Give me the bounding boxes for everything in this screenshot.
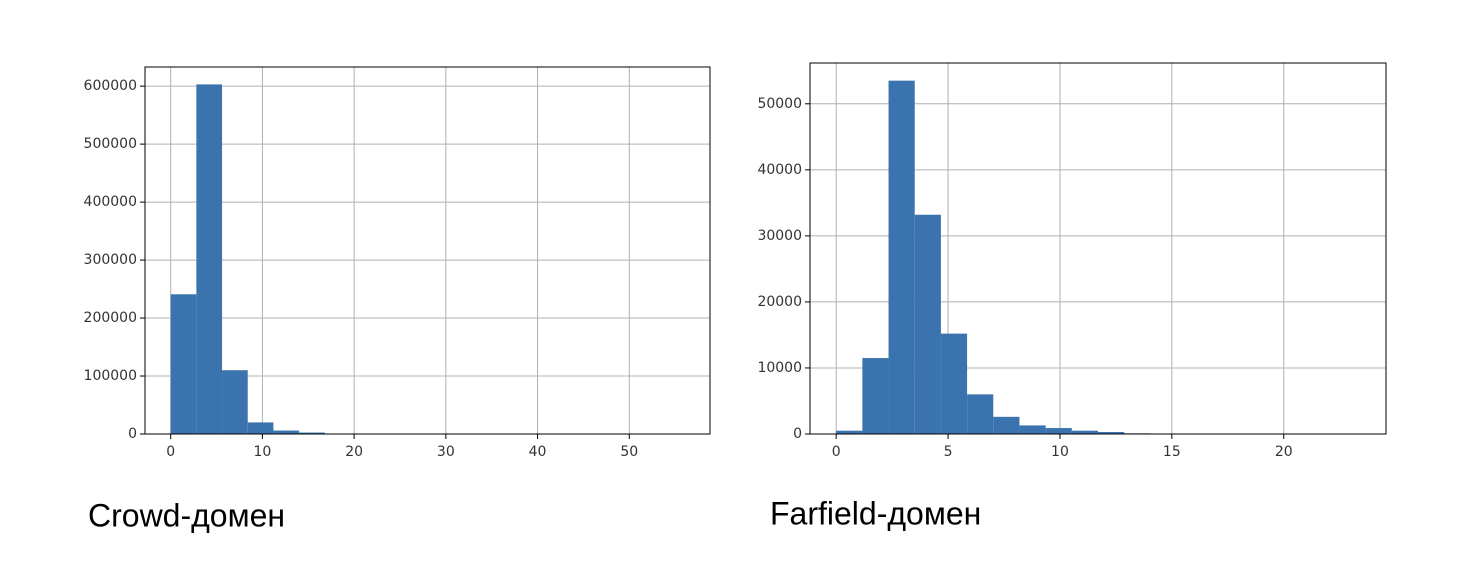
y-tick-label: 0 [793, 426, 802, 442]
x-tick-label: 30 [437, 444, 455, 460]
bar [247, 422, 274, 434]
y-tick-label: 40000 [757, 162, 802, 178]
y-tick-label: 400000 [84, 194, 137, 210]
bar [862, 358, 889, 434]
bar [1019, 425, 1046, 434]
x-tick-label: 50 [620, 444, 638, 460]
x-tick-label: 20 [1275, 444, 1293, 460]
y-tick-label: 300000 [84, 252, 137, 268]
bar [299, 432, 325, 434]
x-tick-label: 0 [832, 444, 841, 460]
y-tick-label: 20000 [757, 294, 802, 310]
x-tick-label: 10 [1051, 444, 1069, 460]
y-tick-label: 500000 [84, 136, 137, 152]
y-tick-label: 10000 [757, 360, 802, 376]
bar [940, 333, 968, 434]
x-tick-label: 5 [944, 444, 953, 460]
bar [222, 370, 248, 434]
caption: Farfield-домен [770, 495, 981, 531]
bar [993, 416, 1020, 434]
bar [836, 430, 863, 434]
plot-frame [144, 66, 711, 435]
x-tick-label: 10 [253, 444, 271, 460]
bar [1098, 432, 1125, 434]
x-tick-label: 20 [345, 444, 363, 460]
bar [170, 294, 197, 434]
x-tick-label: 15 [1163, 444, 1181, 460]
y-tick-label: 200000 [84, 310, 137, 326]
x-tick-label: 0 [166, 444, 175, 460]
bar [1045, 428, 1072, 434]
bar [273, 430, 300, 434]
y-tick-label: 100000 [84, 368, 137, 384]
bar [196, 84, 223, 434]
bar [967, 394, 994, 434]
plot-frame [809, 62, 1387, 435]
y-tick-label: 50000 [757, 96, 802, 112]
x-tick-label: 40 [529, 444, 547, 460]
y-tick-label: 0 [128, 426, 137, 442]
bar [914, 214, 941, 434]
caption: Crowd-домен [88, 497, 285, 533]
bar [1071, 430, 1098, 434]
bar [888, 80, 915, 435]
y-tick-label: 600000 [84, 78, 137, 94]
y-tick-label: 30000 [757, 228, 802, 244]
